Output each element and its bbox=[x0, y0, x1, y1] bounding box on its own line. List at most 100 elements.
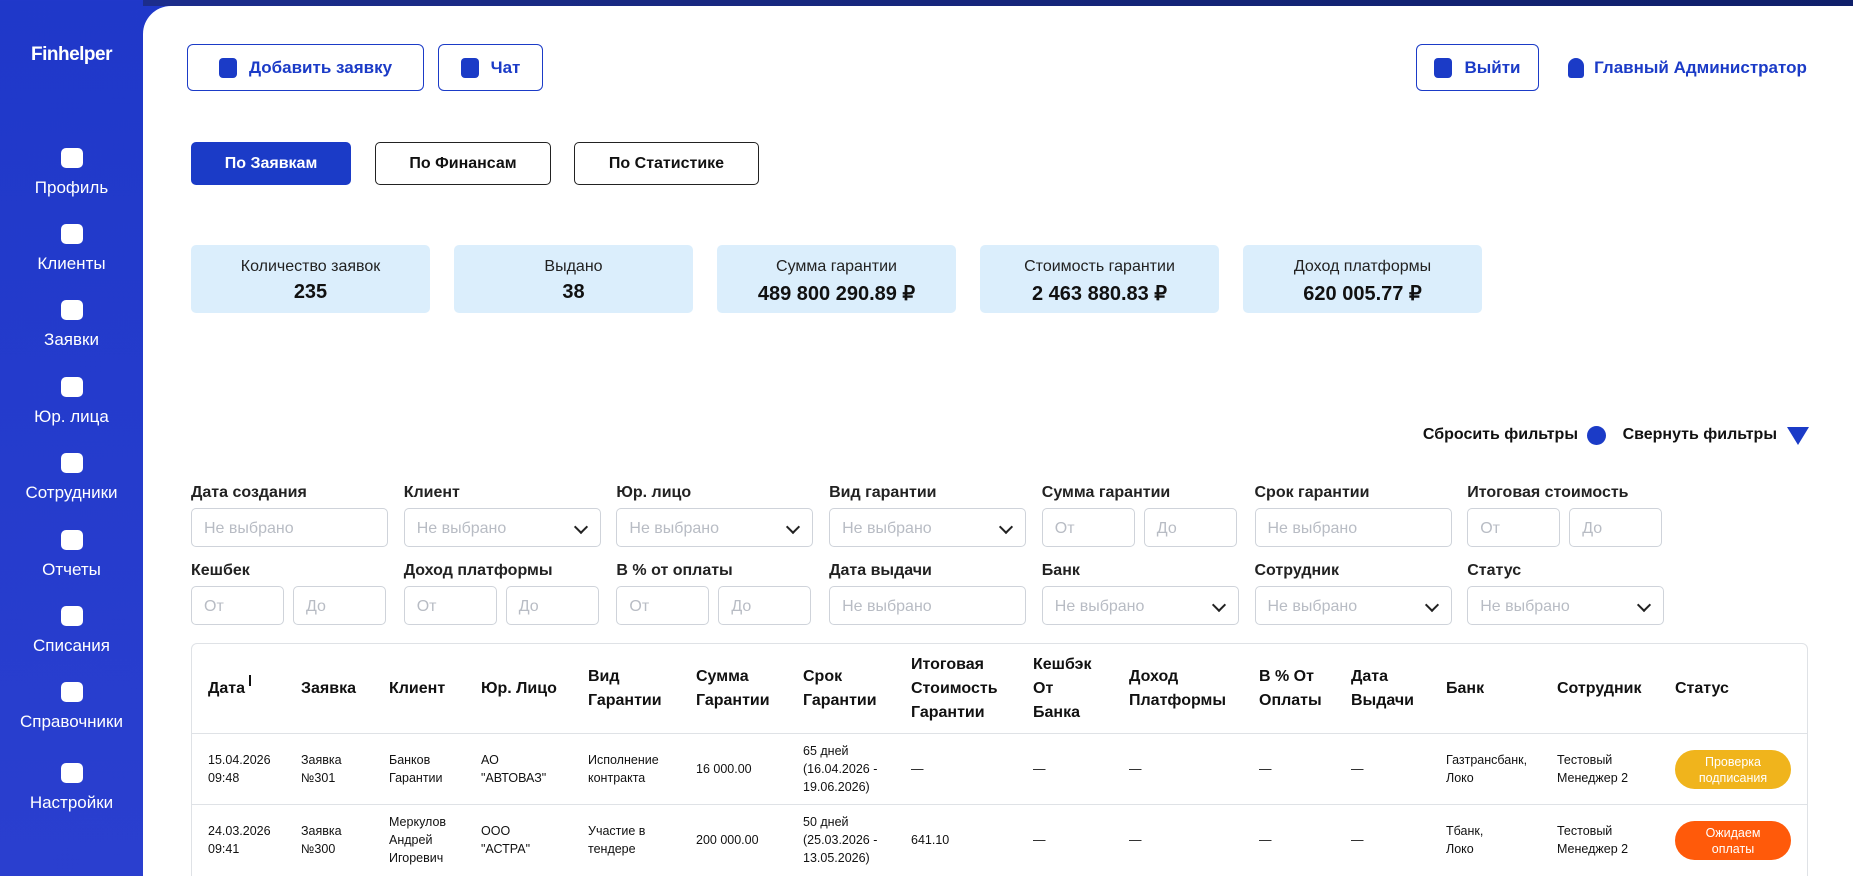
filter-range-input[interactable]: До bbox=[1569, 508, 1663, 547]
filter-input[interactable]: Не выбрано bbox=[1254, 508, 1452, 547]
table-cell: Заявка №301 bbox=[301, 753, 342, 785]
user-menu[interactable]: Главный Администратор bbox=[1565, 44, 1810, 91]
filter-label: Сотрудник bbox=[1254, 562, 1340, 579]
filter-range-input[interactable]: От bbox=[191, 586, 284, 625]
nav-label: Юр. лица bbox=[34, 407, 109, 426]
filter-select[interactable]: Не выбрано bbox=[403, 508, 601, 547]
logout-button[interactable]: Выйти bbox=[1416, 44, 1539, 91]
dropdown-chevron bbox=[1424, 597, 1439, 613]
nav-icon bbox=[60, 682, 83, 702]
filter-select[interactable]: Не выбрано bbox=[829, 508, 1027, 547]
collapse-filters[interactable]: Свернуть фильтры bbox=[1622, 426, 1777, 443]
filter-range-input[interactable]: От bbox=[403, 586, 497, 625]
table-cell: АО "АВТОВАЗ" bbox=[481, 753, 547, 785]
tab[interactable]: По Финансам bbox=[375, 142, 551, 185]
filter-icon[interactable] bbox=[1787, 427, 1809, 445]
nav-item[interactable]: Юр. лица bbox=[0, 377, 143, 427]
stat-card: Доход платформы 620 005.77 ₽ bbox=[1243, 245, 1482, 313]
column-header: Сотрудник bbox=[1557, 679, 1642, 697]
sort-arrow[interactable] bbox=[249, 675, 251, 686]
filter-select[interactable]: Не выбрано bbox=[1041, 586, 1239, 625]
stat-value: 489 800 290.89 ₽ bbox=[757, 283, 916, 305]
stat-card: Количество заявок 235 bbox=[191, 245, 430, 313]
stat-label: Доход платформы bbox=[1293, 258, 1432, 275]
status-badge[interactable]: Проверка подписания bbox=[1675, 750, 1791, 789]
filter-range-input[interactable]: От bbox=[1041, 508, 1135, 547]
filter-label: Срок гарантии bbox=[1254, 484, 1370, 501]
table-cell: — bbox=[1259, 833, 1272, 847]
chat-button[interactable]: Чат bbox=[438, 44, 543, 91]
nav-item[interactable]: Списания bbox=[0, 606, 143, 656]
table-cell: — bbox=[1033, 833, 1046, 847]
column-header: Статус bbox=[1675, 679, 1729, 697]
filter-label: Дата выдачи bbox=[829, 562, 932, 579]
nav-item[interactable]: Клиенты bbox=[0, 224, 143, 274]
status-badge[interactable]: Ожидаем оплаты bbox=[1675, 821, 1791, 860]
nav-icon bbox=[60, 453, 83, 473]
filter-input[interactable]: Не выбрано bbox=[829, 586, 1027, 625]
table-cell: — bbox=[1129, 762, 1142, 776]
dropdown-chevron bbox=[573, 519, 588, 535]
table-cell: Банков Гарантии bbox=[389, 753, 443, 785]
stat-label: Выдано bbox=[544, 258, 603, 275]
stat-label: Сумма гарантии bbox=[776, 258, 897, 275]
filter-select[interactable]: Не выбрано bbox=[1254, 586, 1452, 625]
reset-filters[interactable]: Сбросить фильтры bbox=[1422, 426, 1578, 443]
filter-select[interactable]: Не выбрано bbox=[616, 508, 814, 547]
column-header: Вид Гарантии bbox=[588, 667, 662, 709]
nav-item[interactable]: Сотрудники bbox=[0, 453, 143, 503]
table-cell: 15.04.2026 09:48 bbox=[208, 753, 271, 785]
column-header: Сумма Гарантии bbox=[696, 667, 770, 709]
nav-icon bbox=[60, 377, 83, 397]
add-request-button[interactable]: Добавить заявку bbox=[187, 44, 424, 91]
stat-card: Выдано 38 bbox=[454, 245, 693, 313]
nav-label: Настройки bbox=[29, 793, 114, 812]
table-cell: Исполнение контракта bbox=[588, 753, 659, 785]
nav-icon bbox=[60, 224, 83, 244]
table-cell: Тестовый Менеджер 2 bbox=[1557, 753, 1629, 785]
nav-item[interactable]: Заявки bbox=[0, 300, 143, 350]
stat-value: 2 463 880.83 ₽ bbox=[1031, 283, 1168, 305]
add-request-button-label: Добавить заявку bbox=[248, 57, 393, 77]
nav-icon bbox=[60, 300, 83, 320]
user-name: Главный Администратор bbox=[1594, 57, 1807, 77]
column-header: Доход Платформы bbox=[1129, 667, 1227, 709]
table-cell: Газтрансбанк, Локо bbox=[1446, 753, 1528, 785]
nav-item[interactable]: Отчеты bbox=[0, 530, 143, 580]
filter-range-input[interactable]: От bbox=[616, 586, 710, 625]
column-header: Заявка bbox=[301, 679, 356, 697]
filter-range-input[interactable]: До bbox=[293, 586, 386, 625]
table-cell: — bbox=[1259, 762, 1272, 776]
filter-range-input[interactable]: До bbox=[1143, 508, 1237, 547]
nav-label: Профиль bbox=[34, 178, 109, 197]
data-table: Дата Заявка Клиент Юр. Лицо Вид Гарантии Сумм… bbox=[191, 643, 1808, 876]
tab[interactable]: По Заявкам bbox=[191, 142, 351, 185]
table-cell: 641.10 bbox=[911, 833, 950, 847]
stat-label: Стоимость гарантии bbox=[1024, 258, 1175, 275]
filter-label: Юр. лицо bbox=[616, 484, 692, 501]
filter-label: Доход платформы bbox=[403, 562, 553, 579]
tab[interactable]: По Статистике bbox=[574, 142, 759, 185]
filter-label: Банк bbox=[1041, 562, 1080, 579]
nav-label: Отчеты bbox=[42, 560, 101, 579]
filter-range-input[interactable]: От bbox=[1467, 508, 1561, 547]
column-header[interactable]: Дата bbox=[208, 679, 246, 697]
logout-button-label: Выйти bbox=[1464, 57, 1521, 77]
dropdown-chevron bbox=[786, 519, 801, 535]
table-cell: Участие в тендере bbox=[588, 824, 646, 856]
nav-icon bbox=[60, 148, 83, 168]
nav-item[interactable]: Профиль bbox=[0, 148, 143, 198]
filter-range-input[interactable]: До bbox=[718, 586, 812, 625]
nav-item[interactable]: Справочники bbox=[0, 682, 143, 732]
filter-range-input[interactable]: До bbox=[505, 586, 599, 625]
nav-icon bbox=[60, 606, 83, 626]
reset-icon[interactable] bbox=[1587, 426, 1606, 445]
logo[interactable]: Finhelper bbox=[30, 44, 113, 65]
nav-item[interactable]: Настройки bbox=[0, 763, 143, 813]
table-cell: — bbox=[1351, 833, 1364, 847]
add-request-button-icon bbox=[218, 57, 237, 78]
table-cell: 65 дней (16.04.2026 - 19.06.2026) bbox=[803, 744, 878, 794]
filter-select[interactable]: Не выбрано bbox=[1467, 586, 1665, 625]
table-cell: 24.03.2026 09:41 bbox=[208, 824, 271, 856]
filter-input[interactable]: Не выбрано bbox=[191, 508, 388, 547]
